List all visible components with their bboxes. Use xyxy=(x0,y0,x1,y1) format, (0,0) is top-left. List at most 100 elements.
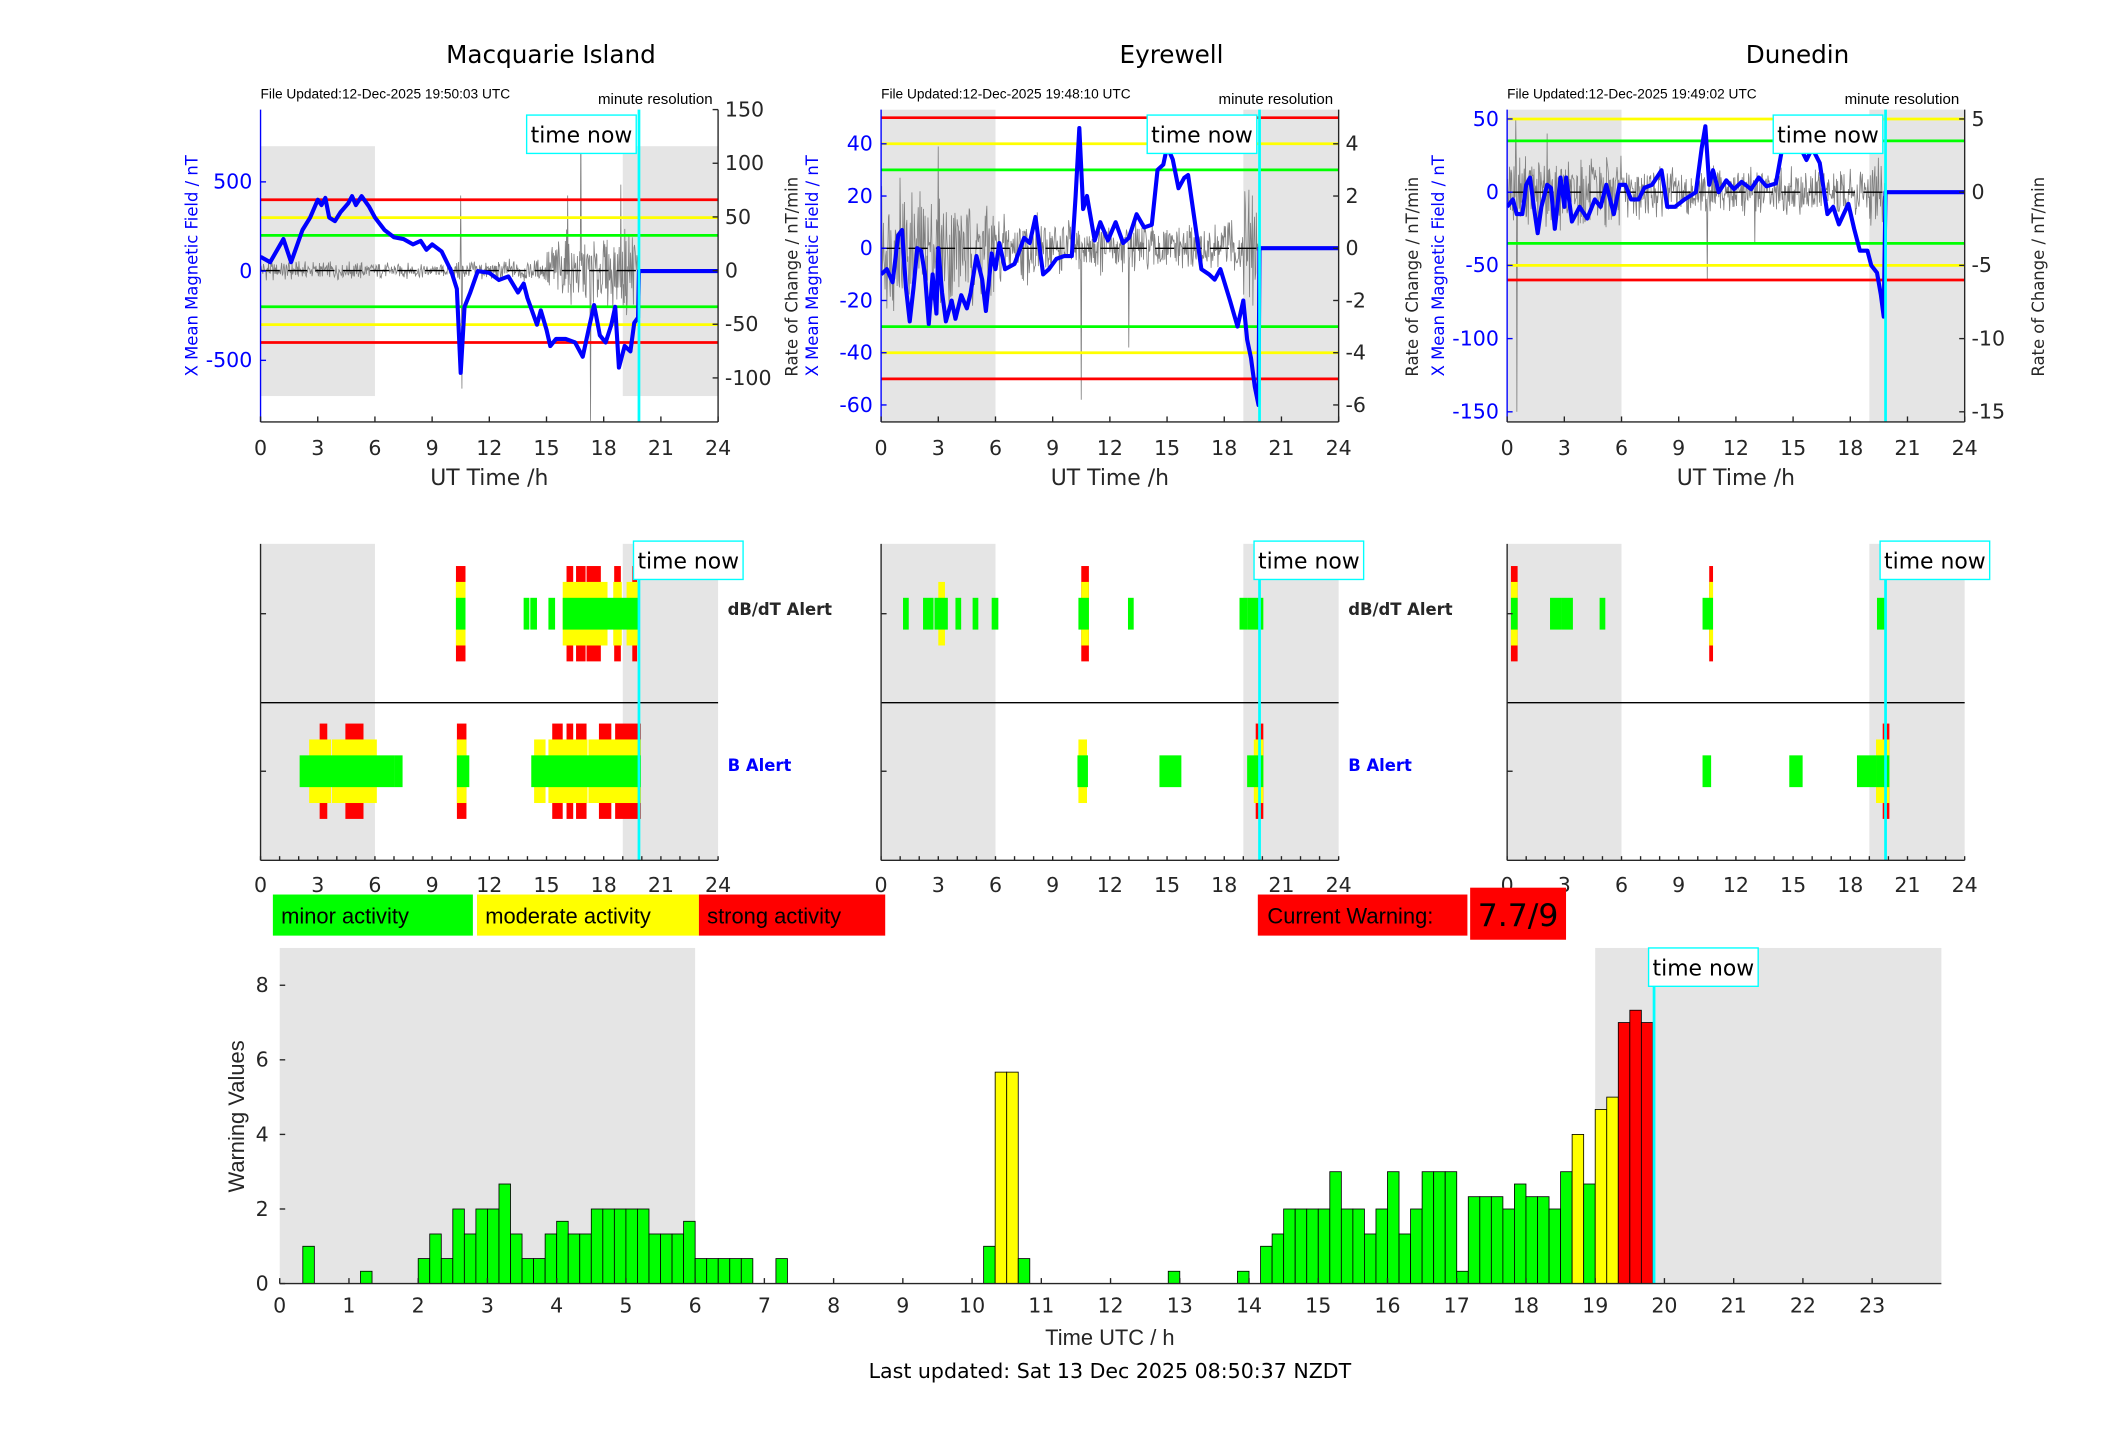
warning-bar xyxy=(487,1208,500,1284)
dbdt-alert-green-bar xyxy=(903,597,909,630)
right-tick-label: -50 xyxy=(725,312,759,336)
right-tick-label: 5 xyxy=(1972,107,1985,131)
warning-bar xyxy=(1479,1196,1492,1284)
right-tick-label: 2 xyxy=(1345,184,1358,208)
alert-x-tick-label: 24 xyxy=(1326,873,1352,897)
x-tick-label: 1 xyxy=(342,1293,355,1317)
field-line xyxy=(1507,124,1965,319)
station-panels: Macquarie Island File Updated:12-Dec-2025… xyxy=(183,40,2049,897)
dbdt-alert-green-bar xyxy=(1550,597,1562,630)
dbdt-alert-green-bar xyxy=(1876,597,1885,630)
station-eyrewell: Eyrewell File Updated:12-Dec-2025 19:48:1… xyxy=(803,40,1453,897)
alert-x-tick-label: 12 xyxy=(1097,873,1123,897)
x-tick-label: 3 xyxy=(1558,436,1571,460)
warning-bar xyxy=(625,1208,638,1284)
field-plot xyxy=(881,109,1339,422)
x-tick-label: 12 xyxy=(476,436,502,460)
x-tick-label: 3 xyxy=(311,436,324,460)
warning-bar xyxy=(1410,1208,1423,1284)
alert-x-tick-label: 24 xyxy=(705,873,731,897)
warning-bar xyxy=(1387,1171,1400,1284)
b-alert-green-bar xyxy=(1789,755,1803,788)
warning-bar xyxy=(498,1183,511,1284)
station-title: Macquarie Island xyxy=(446,40,656,69)
dbdt-alert-green-bar xyxy=(455,597,466,630)
warning-bar xyxy=(1329,1171,1342,1284)
y-tick-label: 6 xyxy=(256,1048,269,1072)
warning-bar xyxy=(706,1258,719,1284)
alert-x-tick-label: 18 xyxy=(591,873,617,897)
b-alert-green-bar xyxy=(1077,755,1088,788)
warning-bar xyxy=(1006,1071,1019,1284)
dbdt-alert-green-bar xyxy=(1510,597,1518,630)
right-tick-label: 0 xyxy=(725,258,738,282)
b-alert-green-bar xyxy=(1247,755,1264,788)
time-now-box xyxy=(1647,947,1759,987)
x-tick-label: 18 xyxy=(591,436,617,460)
alert-x-tick-label: 15 xyxy=(1780,873,1806,897)
warning-bar xyxy=(1617,1022,1631,1284)
dbdt-alert-green-bar xyxy=(972,597,979,630)
resolution-note: minute resolution xyxy=(1845,91,1960,108)
x-tick-label: 12 xyxy=(1097,1293,1123,1317)
left-tick-label: -50 xyxy=(1465,253,1499,277)
right-axis-label: Rate of Change / nT/min xyxy=(1403,177,1422,377)
warning-bar xyxy=(1421,1171,1435,1284)
alert-x-tick-label: 6 xyxy=(989,873,1002,897)
warning-bar xyxy=(648,1233,661,1284)
x-tick-label: 3 xyxy=(481,1293,494,1317)
b-alert-green-bar xyxy=(1856,755,1877,788)
warning-bar xyxy=(567,1233,581,1284)
warning-bar xyxy=(1306,1208,1319,1284)
time-now-label: time now xyxy=(1777,123,1879,148)
alert-x-tick-label: 0 xyxy=(254,873,267,897)
x-tick-label: 9 xyxy=(1672,436,1685,460)
warning-bar xyxy=(1444,1171,1458,1284)
resolution-note: minute resolution xyxy=(598,91,713,108)
x-tick-label: 15 xyxy=(1305,1293,1331,1317)
legend-moderate-label: moderate activity xyxy=(485,903,651,928)
dbdt-alert-green-bar xyxy=(1561,597,1573,630)
dbdt-alert-label: dB/dT Alert xyxy=(1348,600,1453,619)
right-tick-label: 0 xyxy=(1972,180,1985,204)
x-tick-label: 12 xyxy=(1723,436,1749,460)
right-tick-label: 150 xyxy=(725,97,764,121)
warning-bar xyxy=(1317,1208,1331,1284)
warning-bar xyxy=(1017,1258,1031,1284)
dbdt-alert-green-bar xyxy=(1599,597,1606,630)
x-tick-label: 18 xyxy=(1211,436,1237,460)
x-tick-label: 9 xyxy=(896,1293,909,1317)
x-tick-label: 16 xyxy=(1374,1293,1400,1317)
time-now-box xyxy=(1879,540,1991,581)
warning-bar xyxy=(463,1233,477,1284)
x-tick-label: 0 xyxy=(273,1293,286,1317)
warning-bar xyxy=(417,1258,431,1284)
x-tick-label: 17 xyxy=(1444,1293,1470,1317)
alert-x-tick-label: 6 xyxy=(368,873,381,897)
warning-bar xyxy=(429,1233,442,1284)
time-now-label: time now xyxy=(1884,549,1986,574)
y-tick-label: 0 xyxy=(256,1271,269,1295)
right-axis-label: Rate of Change / nT/min xyxy=(2029,177,2048,377)
time-now-label: time now xyxy=(1151,123,1253,148)
warning-bar xyxy=(1398,1233,1411,1284)
alert-x-tick-label: 21 xyxy=(1894,873,1920,897)
warning-chart-xlabel: Time UTC / h xyxy=(1045,1325,1174,1350)
current-warning: Current Warning: 7.7/9 xyxy=(1257,887,1567,940)
warning-bar xyxy=(1502,1208,1515,1284)
warning-bar xyxy=(1514,1183,1527,1284)
left-tick-label: 0 xyxy=(860,236,873,260)
warning-bar xyxy=(533,1258,546,1284)
warning-bar xyxy=(1237,1270,1250,1284)
warning-bar xyxy=(1433,1171,1446,1284)
left-tick-label: 500 xyxy=(213,170,252,194)
x-tick-label: 0 xyxy=(1501,436,1514,460)
x-axis-label: UT Time /h xyxy=(1677,466,1795,491)
time-now-box xyxy=(1146,114,1258,155)
alert-x-tick-label: 6 xyxy=(1615,873,1628,897)
x-tick-label: 14 xyxy=(1236,1293,1262,1317)
warning-bar xyxy=(660,1233,673,1284)
station-dunedin: Dunedin File Updated:12-Dec-2025 19:49:02… xyxy=(1429,40,2048,897)
alert-x-tick-label: 21 xyxy=(1268,873,1294,897)
warning-bar xyxy=(683,1220,696,1284)
